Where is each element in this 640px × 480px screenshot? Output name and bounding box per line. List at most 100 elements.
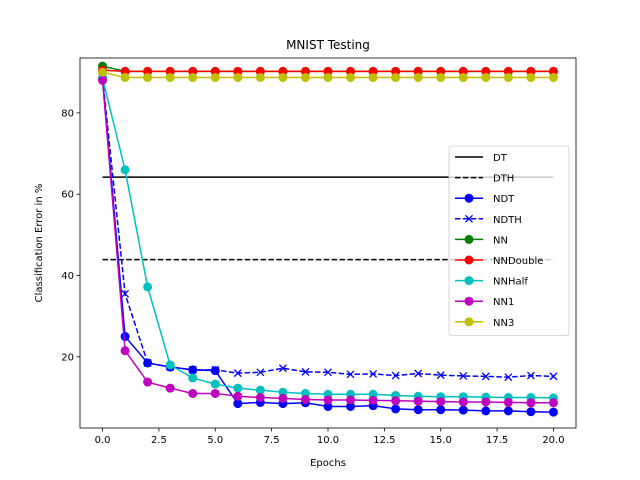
data-point-nnhalf: [165, 360, 175, 370]
data-point-ndth: [188, 365, 197, 374]
data-point-ndt: [436, 405, 446, 415]
data-point-nn3: [391, 73, 401, 83]
legend-marker: [465, 214, 473, 223]
data-point-nn1: [278, 393, 288, 403]
legend-label: NDTH: [493, 215, 522, 226]
data-point-ndth: [459, 371, 468, 380]
x-tick-label: 17.5: [486, 435, 508, 446]
data-point-ndt: [481, 406, 491, 416]
x-tick-label: 7.5: [264, 435, 280, 446]
data-point-ndth: [346, 370, 355, 379]
data-point-nn1: [346, 395, 356, 405]
x-tick-label: 12.5: [373, 435, 395, 446]
data-point-nn1: [233, 391, 243, 401]
data-point-ndt: [413, 405, 423, 415]
data-point-ndth: [278, 364, 287, 373]
y-tick-label: 80: [61, 108, 74, 119]
data-point-ndth: [143, 358, 152, 367]
data-point-nn3: [526, 73, 536, 83]
data-point-nnhalf: [233, 383, 243, 393]
data-point-nnhalf: [255, 385, 265, 395]
x-axis: 0.0 2.5 5.0 7.5 10.0 12.5 15.0 17.5 20.0: [95, 428, 565, 446]
data-point-nn1: [368, 395, 378, 405]
data-point-nn3: [323, 73, 333, 83]
y-tick-label: 60: [61, 190, 74, 201]
x-tick-label: 20.0: [542, 435, 564, 446]
series-layer: [98, 61, 558, 417]
legend-marker: [464, 193, 474, 203]
x-axis-label: Epochs: [310, 458, 346, 469]
data-point-nn1: [143, 377, 153, 387]
legend-entry-nnhalf: NNHalf: [455, 276, 528, 288]
legend-entry-nn3: NN3: [455, 317, 514, 329]
legend-label: NN: [493, 235, 508, 246]
data-point-ndth: [549, 372, 558, 381]
data-point-nn1: [526, 398, 536, 408]
x-tick-label: 0.0: [95, 435, 111, 446]
x-tick-label: 2.5: [151, 435, 167, 446]
data-point-nn3: [300, 73, 310, 83]
data-point-nn1: [165, 383, 175, 393]
legend-label: NN1: [493, 297, 514, 308]
data-point-ndth: [233, 369, 242, 378]
series-nn3: [98, 67, 558, 83]
data-point-nn1: [188, 388, 198, 398]
data-point-nn1: [413, 396, 423, 406]
data-point-nn1: [503, 397, 513, 407]
data-point-ndt: [391, 404, 401, 414]
data-point-nn3: [98, 67, 108, 77]
data-point-nn1: [391, 396, 401, 406]
data-point-nn1: [300, 395, 310, 405]
data-point-nn3: [436, 73, 446, 83]
data-point-nn3: [143, 73, 153, 83]
legend-label: DTH: [493, 174, 514, 185]
data-point-nn3: [503, 73, 513, 83]
data-point-nn3: [548, 73, 558, 83]
data-point-nn1: [98, 75, 108, 85]
data-point-ndt: [120, 332, 130, 342]
legend-label: DT: [493, 153, 508, 164]
series-nn1: [98, 75, 558, 408]
data-point-ndth: [211, 365, 220, 374]
data-point-nn3: [210, 73, 220, 83]
legend-entry-nndouble: NNDouble: [455, 255, 543, 267]
data-point-ndth: [504, 373, 513, 382]
data-point-nn3: [120, 73, 130, 83]
y-tick-label: 20: [61, 352, 74, 363]
data-point-nn3: [165, 73, 175, 83]
data-point-ndt: [526, 407, 536, 417]
data-point-ndth: [369, 369, 378, 378]
legend-marker: [464, 296, 474, 306]
legend-label: NNHalf: [493, 277, 528, 288]
data-point-ndth: [436, 371, 445, 380]
data-point-nn1: [120, 346, 130, 356]
data-point-nn3: [346, 73, 356, 83]
data-point-ndth: [414, 369, 423, 378]
data-point-nn1: [255, 393, 265, 403]
data-point-nn3: [368, 73, 378, 83]
data-point-ndth: [391, 371, 400, 380]
data-point-nn3: [278, 73, 288, 83]
x-tick-label: 15.0: [430, 435, 452, 446]
data-point-nn3: [188, 73, 198, 83]
x-tick-label: 5.0: [207, 435, 223, 446]
data-point-nnhalf: [143, 282, 153, 292]
x-tick-label: 10.0: [317, 435, 339, 446]
data-point-ndt: [548, 407, 558, 417]
data-point-ndth: [526, 371, 535, 380]
data-point-nn1: [458, 397, 468, 407]
legend-frame: [448, 145, 570, 336]
data-point-ndth: [256, 368, 265, 377]
data-point-nnhalf: [188, 373, 198, 383]
legend-entry-dth: DTH: [455, 174, 514, 185]
data-point-nnhalf: [210, 379, 220, 389]
data-point-ndth: [324, 368, 332, 377]
data-point-ndt: [458, 405, 468, 415]
data-point-nn1: [323, 395, 333, 405]
legend: DT DTH NDT NDTH NN NNDouble NNHalf NN1 NN3: [448, 145, 570, 336]
legend-label: NN3: [493, 318, 514, 329]
legend-entry-nn1: NN1: [455, 296, 514, 308]
legend-marker: [464, 255, 474, 265]
legend-entry-nn: NN: [455, 234, 508, 246]
legend-label: NDT: [493, 194, 515, 205]
